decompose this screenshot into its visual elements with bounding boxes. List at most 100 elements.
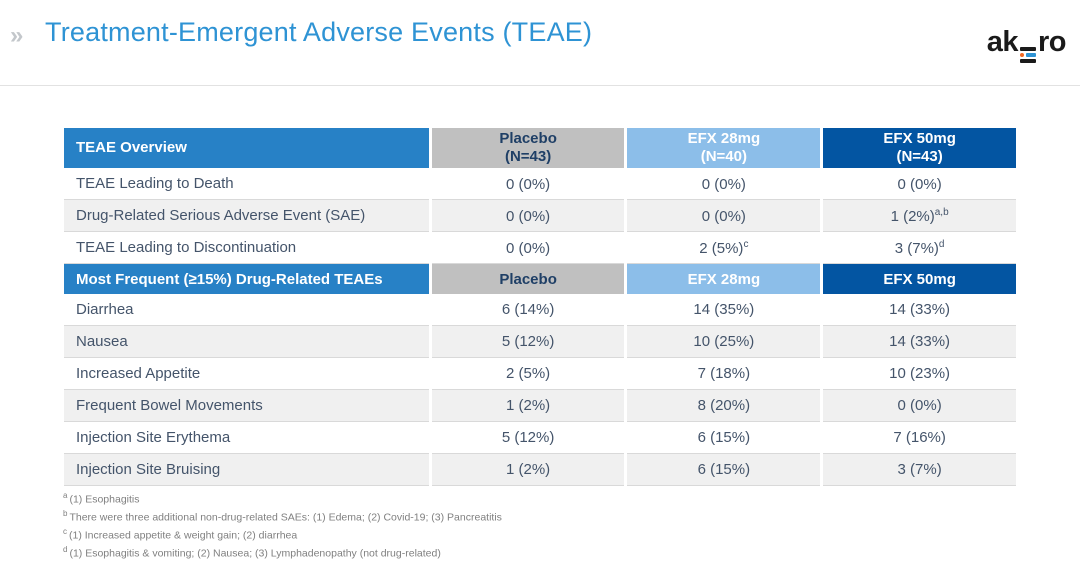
value-cell: 3 (7%)d: [823, 232, 1016, 264]
value-text: 6 (14%): [501, 301, 555, 318]
akero-logo: ak ro: [986, 26, 1067, 63]
value-text: 0 (0%): [897, 397, 942, 414]
value-text: 2 (5%): [506, 365, 551, 382]
divider: [0, 85, 1080, 86]
value-cell: 7 (16%): [823, 422, 1016, 454]
col-header-efx50-2: EFX 50mg: [823, 264, 1016, 294]
row-label: Frequent Bowel Movements: [64, 390, 429, 422]
table-row-diarrhea: Diarrhea 6 (14%) 14 (35%) 14 (33%): [64, 294, 1016, 326]
row-label: Nausea: [64, 326, 429, 358]
col-header-placebo: Placebo (N=43): [431, 128, 625, 168]
logo-e-top-bar: [1020, 47, 1036, 51]
teae-table: TEAE Overview Placebo (N=43) EFX 28mg (N…: [61, 128, 1019, 486]
value-cell: 2 (5%): [431, 358, 625, 390]
footnote-a: a (1) Esophagitis: [63, 489, 502, 507]
footnotes: a (1) Esophagitis b There were three addit…: [63, 489, 502, 561]
col-header-placebo-line1: Placebo: [499, 129, 557, 147]
value-cell: 6 (15%): [627, 454, 821, 486]
value-cell: 2 (5%)c: [627, 232, 821, 264]
value-cell: 5 (12%): [431, 326, 625, 358]
value-text: 2 (5%): [699, 239, 744, 257]
value-cell: 0 (0%): [431, 232, 625, 264]
section1-header-row: TEAE Overview Placebo (N=43) EFX 28mg (N…: [64, 128, 1016, 168]
value-text: 1 (2%): [506, 461, 551, 478]
value-cell: 0 (0%): [431, 168, 625, 200]
table-row-teae-death: TEAE Leading to Death 0 (0%) 0 (0%) 0 (0…: [64, 168, 1016, 200]
section2-header-row: Most Frequent (≥15%) Drug-Related TEAEs …: [64, 264, 1016, 294]
value-text: 6 (15%): [697, 461, 751, 478]
footnote-marker: d: [63, 545, 68, 554]
value-cell: 1 (2%): [431, 390, 625, 422]
col-header-placebo-line2: (N=43): [504, 148, 552, 165]
footnote-d: d (1) Esophagitis & vomiting; (2) Nausea;…: [63, 543, 502, 561]
value-text: 0 (0%): [701, 175, 746, 193]
value-text: 3 (7%): [897, 461, 942, 478]
value-text: 1 (2%): [890, 207, 935, 225]
value-cell: 1 (2%)a,b: [823, 200, 1016, 232]
row-label: Increased Appetite: [64, 358, 429, 390]
value-cell: 5 (12%): [431, 422, 625, 454]
value-text: 6 (15%): [697, 429, 751, 446]
value-cell: 14 (35%): [627, 294, 821, 326]
value-text: 10 (23%): [889, 365, 951, 382]
col-header-placebo-2: Placebo: [431, 264, 625, 294]
footnote-text: (1) Increased appetite & weight gain; (2…: [69, 529, 298, 542]
logo-e-icon: [1020, 47, 1036, 63]
value-footnote-marker: d: [938, 238, 945, 250]
value-text: 14 (35%): [693, 301, 755, 318]
section-header-overview: TEAE Overview: [64, 128, 429, 168]
col-header-efx28-line1: EFX 28mg: [687, 129, 761, 147]
value-text: 1 (2%): [506, 397, 551, 414]
value-text: 5 (12%): [501, 429, 555, 446]
table-row-injection-site-erythema: Injection Site Erythema 5 (12%) 6 (15%) …: [64, 422, 1016, 454]
table-row-drug-related-sae: Drug-Related Serious Adverse Event (SAE)…: [64, 200, 1016, 232]
logo-blue-dash: [1026, 53, 1036, 57]
value-footnote-marker: c: [743, 238, 749, 250]
logo-text-left: ak: [986, 26, 1019, 58]
table-row-teae-discontinuation: TEAE Leading to Discontinuation 0 (0%) 2…: [64, 232, 1016, 264]
footnote-text: There were three additional non-drug-rel…: [69, 511, 502, 524]
value-cell: 14 (33%): [823, 326, 1016, 358]
row-label: TEAE Leading to Discontinuation: [64, 232, 429, 264]
value-text: 10 (25%): [693, 333, 755, 350]
value-cell: 0 (0%): [627, 168, 821, 200]
col-header-efx28-line2: (N=40): [700, 148, 747, 165]
row-label: Injection Site Erythema: [64, 422, 429, 454]
col-header-efx28-2: EFX 28mg: [627, 264, 821, 294]
value-text: 0 (0%): [897, 175, 942, 193]
table-row-frequent-bowel-movements: Frequent Bowel Movements 1 (2%) 8 (20%) …: [64, 390, 1016, 422]
value-text: 3 (7%): [894, 239, 939, 257]
value-cell: 0 (0%): [823, 390, 1016, 422]
value-cell: 0 (0%): [627, 200, 821, 232]
value-text: 5 (12%): [501, 333, 555, 350]
table-row-increased-appetite: Increased Appetite 2 (5%) 7 (18%) 10 (23…: [64, 358, 1016, 390]
footnote-b: b There were three additional non-drug-re…: [63, 507, 502, 525]
value-cell: 1 (2%): [431, 454, 625, 486]
value-cell: 10 (25%): [627, 326, 821, 358]
value-text: 7 (16%): [893, 429, 946, 446]
col-header-efx50: EFX 50mg (N=43): [823, 128, 1016, 168]
footnote-marker: c: [63, 527, 67, 536]
footnote-text: (1) Esophagitis & vomiting; (2) Nausea; …: [69, 547, 441, 560]
value-text: 0 (0%): [701, 207, 746, 225]
value-cell: 10 (23%): [823, 358, 1016, 390]
logo-orange-dot: [1020, 53, 1024, 57]
value-text: 7 (18%): [697, 365, 751, 382]
row-label: Drug-Related Serious Adverse Event (SAE): [64, 200, 429, 232]
page-title: Treatment-Emergent Adverse Events (TEAE): [45, 17, 593, 47]
value-cell: 7 (18%): [627, 358, 821, 390]
row-label: Injection Site Bruising: [64, 454, 429, 486]
section-header-most-frequent: Most Frequent (≥15%) Drug-Related TEAEs: [64, 264, 429, 294]
table-row-injection-site-bruising: Injection Site Bruising 1 (2%) 6 (15%) 3…: [64, 454, 1016, 486]
value-cell: 6 (15%): [627, 422, 821, 454]
value-cell: 0 (0%): [431, 200, 625, 232]
col-header-efx50-line2: (N=43): [896, 148, 943, 165]
value-cell: 3 (7%): [823, 454, 1016, 486]
footnote-c: c (1) Increased appetite & weight gain; (…: [63, 525, 502, 543]
col-header-efx50-line1: EFX 50mg: [883, 129, 956, 147]
double-chevron-icon: »: [10, 22, 24, 49]
col-header-efx28: EFX 28mg (N=40): [627, 128, 821, 168]
logo-e-mid-bar: [1020, 53, 1036, 57]
value-text: 8 (20%): [697, 397, 751, 414]
